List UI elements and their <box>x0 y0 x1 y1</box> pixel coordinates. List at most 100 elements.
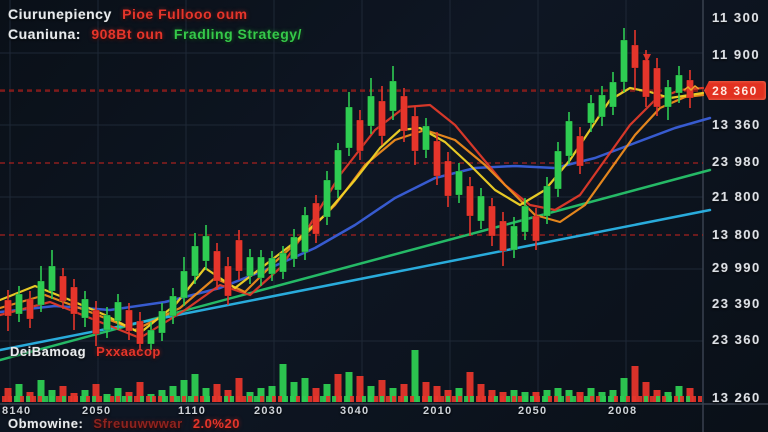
heat-strip-cell <box>2 396 6 402</box>
volume-bar <box>356 376 364 402</box>
heat-strip-cell <box>230 396 234 402</box>
volume-bar <box>180 380 188 402</box>
heat-strip-cell <box>512 396 516 402</box>
candle-body <box>180 270 188 299</box>
candle-body <box>114 301 122 322</box>
candle-body <box>653 67 661 108</box>
heat-strip-cell <box>632 396 636 402</box>
heat-strip-cell <box>458 396 462 402</box>
heat-strip-cell <box>110 396 114 402</box>
volume-bar <box>433 386 441 402</box>
heat-strip-cell <box>560 396 564 402</box>
heat-strip-cell <box>380 396 384 402</box>
heat-strip-cell <box>350 396 354 402</box>
heat-strip-cell <box>398 396 402 402</box>
heat-strip-cell <box>614 396 618 402</box>
candle-body <box>444 160 452 197</box>
volume-bar <box>15 384 23 402</box>
heat-strip-cell <box>50 396 54 402</box>
heat-strip-cell <box>74 396 78 402</box>
heat-strip-cell <box>296 396 300 402</box>
candle-body <box>554 150 562 190</box>
candle-body <box>224 265 232 297</box>
candle-body <box>92 309 100 335</box>
volume-bar <box>334 374 342 402</box>
candle-body <box>367 95 375 127</box>
heat-strip-cell <box>638 396 642 402</box>
heat-strip-cell <box>44 396 48 402</box>
heat-strip-cell <box>620 396 624 402</box>
heat-strip-cell <box>32 396 36 402</box>
heat-strip-cell <box>530 396 534 402</box>
heat-strip-cell <box>146 396 150 402</box>
heat-strip-cell <box>20 396 24 402</box>
candle-body <box>378 100 386 137</box>
candle-body <box>213 250 221 282</box>
volume-bar <box>169 386 177 402</box>
heat-strip-cell <box>98 396 102 402</box>
volume-bar <box>59 386 67 402</box>
heat-strip-cell <box>548 396 552 402</box>
heat-strip-cell <box>608 396 612 402</box>
candle-body <box>136 320 144 345</box>
heat-strip-cell <box>692 396 696 402</box>
heat-strip-cell <box>260 396 264 402</box>
candle-body <box>389 80 397 112</box>
heat-strip-cell <box>248 396 252 402</box>
heat-strip-cell <box>644 396 648 402</box>
candle-body <box>587 102 595 124</box>
candle-body <box>4 299 12 317</box>
heat-strip-cell <box>488 396 492 402</box>
volume-bar <box>257 388 265 402</box>
candle-body <box>576 135 584 167</box>
heat-strip-cell <box>464 396 468 402</box>
heat-strip-cell <box>290 396 294 402</box>
candle-body <box>510 225 518 251</box>
volume-bar <box>202 388 210 402</box>
heat-strip-cell <box>542 396 546 402</box>
heat-strip-cell <box>266 396 270 402</box>
heat-strip-cell <box>326 396 330 402</box>
volume-bar <box>92 384 100 402</box>
candle-body <box>400 95 408 132</box>
heat-strip-cell <box>176 396 180 402</box>
volume-bar <box>609 390 617 402</box>
heat-strip-cell <box>674 396 678 402</box>
heat-strip-cell <box>86 396 90 402</box>
candle-body <box>642 59 650 98</box>
candle-body <box>125 309 133 332</box>
heat-strip-cell <box>440 396 444 402</box>
volume-bar <box>587 388 595 402</box>
volume-bar <box>136 382 144 402</box>
candle-body <box>147 329 155 345</box>
volume-bar <box>213 384 221 402</box>
heat-strip-cell <box>428 396 432 402</box>
candle-body <box>411 115 419 152</box>
heat-strip-cell <box>686 396 690 402</box>
candle-body <box>257 256 265 279</box>
candle-body <box>532 215 540 242</box>
heat-strip-cell <box>104 396 108 402</box>
candle-body <box>609 81 617 108</box>
heat-strip-cell <box>572 396 576 402</box>
heat-strip-cell <box>314 396 318 402</box>
volume-bar <box>642 382 650 402</box>
heat-strip-cell <box>422 396 426 402</box>
candle-body <box>433 140 441 177</box>
candle-body <box>466 185 474 217</box>
heat-strip-cell <box>152 396 156 402</box>
heat-strip-cell <box>602 396 606 402</box>
volume-bar <box>400 384 408 402</box>
heat-strip-cell <box>578 396 582 402</box>
heat-strip-cell <box>506 396 510 402</box>
volume-bar <box>411 350 419 402</box>
volume-bar <box>631 366 639 402</box>
candle-body <box>631 44 639 69</box>
volume-bar <box>389 388 397 402</box>
heat-strip-cell <box>650 396 654 402</box>
candle-body <box>565 120 573 157</box>
heat-strip-cell <box>374 396 378 402</box>
heat-strip-cell <box>536 396 540 402</box>
